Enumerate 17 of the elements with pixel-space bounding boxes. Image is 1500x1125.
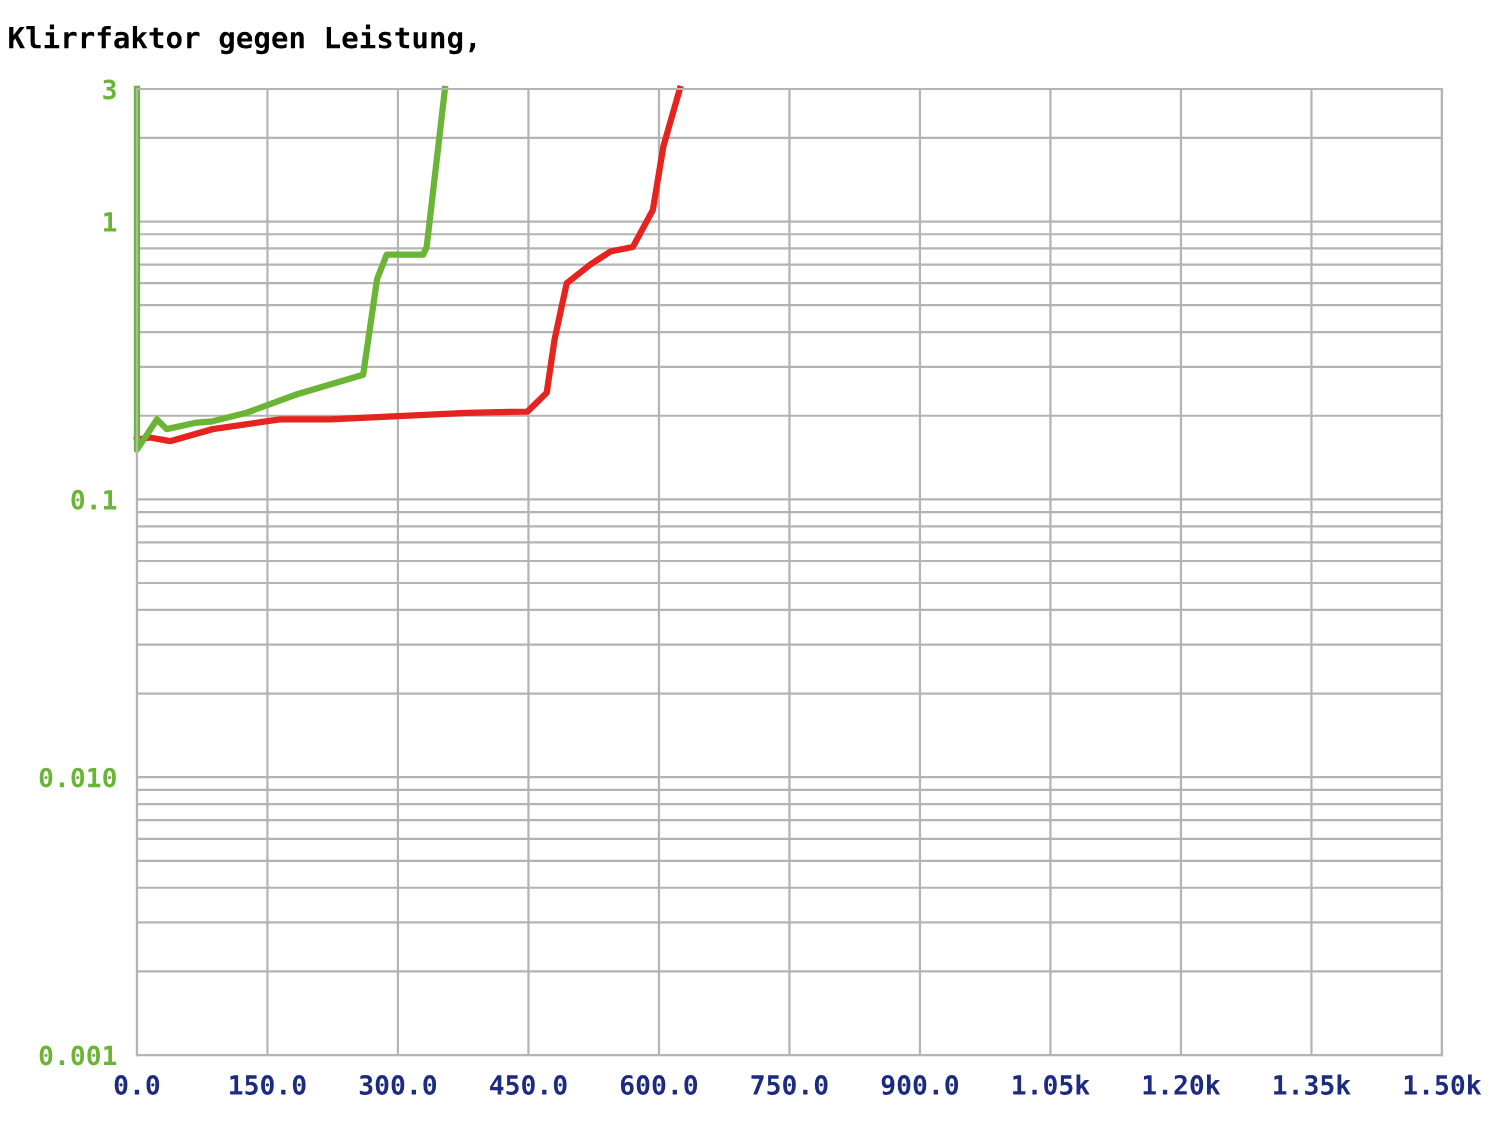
x-tick-label: 1.50k	[1404, 1074, 1482, 1095]
x-tick-label: 750.0	[751, 1074, 828, 1095]
y-tick-label: 0.010	[39, 767, 116, 788]
x-tick-label: 300.0	[359, 1074, 437, 1095]
x-tick-label: 150.0	[230, 1074, 306, 1095]
x-tick-label: 1.35k	[1274, 1074, 1351, 1095]
y-tick-label: 0.1	[71, 489, 117, 510]
chart-title: Klirrfaktor gegen Leistung,	[9, 24, 476, 55]
y-tick-label: 1	[104, 212, 117, 232]
y-tick-label: 3	[103, 79, 116, 100]
x-tick-label: 0.0	[114, 1074, 160, 1095]
x-tick-label: 600.0	[620, 1074, 698, 1095]
x-tick-label: 900.0	[881, 1074, 959, 1096]
x-tick-label: 1.20k	[1143, 1074, 1221, 1095]
y-tick-label: 0.001	[39, 1045, 117, 1066]
x-tick-label: 450.0	[490, 1074, 567, 1095]
x-tick-label: 1.05k	[1013, 1074, 1090, 1095]
